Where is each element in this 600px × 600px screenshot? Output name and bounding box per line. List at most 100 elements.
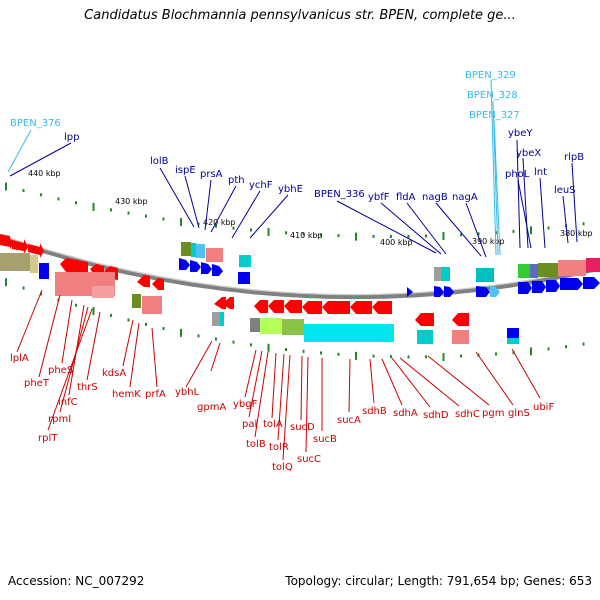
connector	[16, 289, 43, 353]
gene-arrow	[546, 280, 560, 292]
gene-arrow	[583, 277, 600, 289]
tick-mark	[495, 352, 497, 356]
kbp-tick-labels: 440 kbp 430 kbp 420 kbp 410 kbp 400 kbp …	[28, 169, 593, 247]
connector	[254, 351, 269, 438]
gene-arrow	[350, 301, 372, 314]
tick-mark	[232, 226, 235, 230]
gene-label-BPEN_376: BPEN_376	[10, 118, 61, 129]
tick-mark	[355, 351, 357, 360]
connector	[129, 322, 140, 388]
genome-backbone-highlight	[0, 234, 600, 296]
connector	[380, 202, 442, 255]
gene-label-thrS: thrS	[77, 382, 98, 393]
connector	[336, 200, 437, 254]
gene-block	[538, 263, 558, 277]
connector	[391, 357, 431, 408]
gene-label-sdhB: sdhB	[362, 406, 387, 417]
gene-arrow	[60, 258, 88, 274]
gene-block	[196, 244, 205, 258]
connector	[516, 139, 521, 249]
gene-label-glnS: glnS	[508, 408, 530, 419]
gene-label-phoL: phoL	[505, 169, 530, 180]
tick-mark	[267, 227, 270, 236]
gene-label-infC: infC	[58, 397, 78, 408]
tick-mark	[530, 347, 532, 356]
tick-mark	[127, 318, 130, 322]
gene-label-pheT: pheT	[24, 378, 50, 389]
tick-mark	[215, 337, 217, 341]
gene-block	[212, 312, 220, 326]
tick-mark	[145, 214, 147, 218]
gene-label-ybfF: ybfF	[368, 192, 390, 203]
gene-label-sdhA: sdhA	[393, 408, 418, 419]
reverse-gene-labels: lplA pheT pheS infC rpmI rplT thrS kdsA …	[10, 353, 554, 473]
tick-mark	[267, 343, 270, 352]
tick-mark	[425, 234, 427, 238]
tick-mark	[40, 292, 42, 296]
gene-block	[191, 243, 196, 257]
gene-arrow	[268, 300, 284, 313]
gene-block	[39, 263, 49, 279]
connector	[490, 79, 497, 256]
connector	[539, 177, 546, 249]
gene-arrow	[284, 300, 302, 313]
connector	[475, 351, 514, 406]
tick-mark	[197, 334, 200, 338]
gene-block	[518, 264, 530, 278]
gene-block	[586, 258, 600, 272]
tick-mark	[372, 234, 375, 238]
connector	[571, 162, 578, 243]
tick-mark	[495, 231, 497, 235]
tick-mark	[442, 353, 445, 362]
gene-arrow	[560, 278, 583, 290]
gene-block	[507, 328, 519, 338]
gene-block	[238, 272, 250, 284]
tick-mark	[250, 343, 252, 347]
tick-mark	[285, 347, 287, 351]
gene-label-hemK: hemK	[112, 389, 141, 400]
gene-arrow	[179, 258, 190, 270]
gene-arrow	[490, 286, 500, 297]
gene-label-tolA: tolA	[263, 419, 283, 430]
connector	[277, 353, 285, 441]
gene-label-lplA: lplA	[10, 353, 29, 364]
gene-label-leuS: leuS	[554, 185, 576, 196]
gene-label-ispE: ispE	[175, 165, 196, 176]
connector	[493, 119, 501, 256]
gene-label-BPEN_327: BPEN_327	[469, 110, 520, 121]
gene-label-BPEN_329: BPEN_329	[465, 70, 516, 81]
gene-label-gpmA: gpmA	[197, 402, 226, 413]
gene-label-ybgF: ybgF	[233, 399, 258, 410]
gene-block	[452, 330, 469, 344]
gene-label-sucB: sucB	[313, 434, 337, 445]
kbp-label-400: 400 kbp	[380, 238, 413, 247]
connector	[159, 167, 195, 228]
gene-block	[530, 264, 538, 278]
tick-tracks	[5, 182, 585, 362]
gene-label-nagB: nagB	[422, 192, 448, 203]
gene-label-sucA: sucA	[337, 415, 361, 426]
gene-block	[0, 253, 30, 271]
gene-label-tolQ: tolQ	[272, 462, 293, 473]
genome-summary: Topology: circular; Length: 791,654 bp; …	[285, 574, 592, 588]
gene-arrow	[302, 301, 322, 314]
gene-label-BPEN_328: BPEN_328	[467, 90, 518, 101]
tick-mark	[407, 355, 410, 359]
gene-arrow	[434, 286, 444, 297]
connector	[305, 356, 309, 453]
gene-block	[206, 248, 223, 262]
gene-arrow	[407, 287, 413, 297]
gene-block	[260, 318, 282, 334]
tick-mark	[302, 232, 305, 236]
gene-block	[250, 318, 260, 332]
gene-label-sucD: sucD	[290, 422, 315, 433]
connector	[435, 202, 482, 257]
gene-block	[558, 260, 586, 276]
connector	[406, 202, 447, 255]
gene-arrow	[28, 243, 44, 258]
tick-mark	[22, 286, 25, 290]
gene-features	[0, 234, 600, 344]
gene-label-ychF: ychF	[249, 180, 273, 191]
connector	[61, 299, 73, 364]
